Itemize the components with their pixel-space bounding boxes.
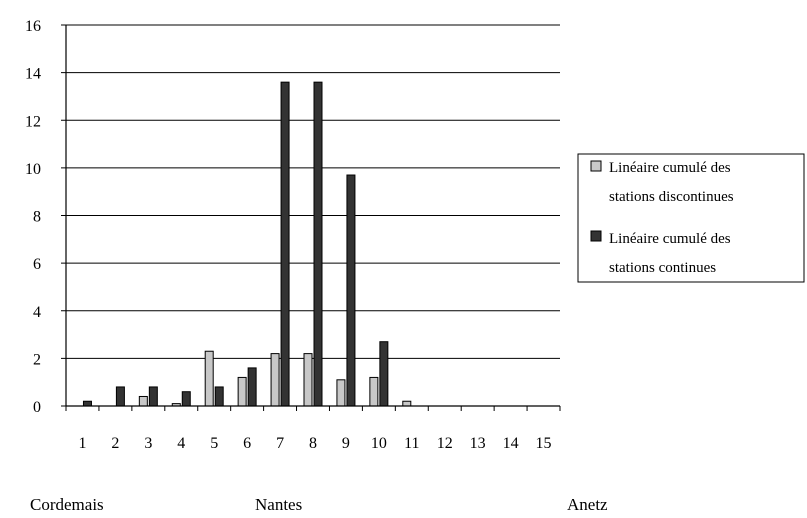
legend-swatch-continues [590, 230, 602, 242]
bar-discontinues [270, 353, 280, 407]
bar-continues [313, 81, 323, 407]
y-tick-label: 8 [33, 209, 41, 226]
bars [82, 81, 412, 407]
bar-discontinues [138, 395, 148, 407]
bar-continues [280, 81, 290, 407]
x-tick-label: 14 [503, 435, 519, 452]
bar-discontinues [402, 400, 412, 407]
x-tick-label: 3 [144, 435, 152, 452]
legend-label-discontinues-line2: stations discontinues [609, 189, 734, 205]
x-tick-label: 1 [78, 435, 86, 452]
y-tick-label: 0 [33, 399, 41, 416]
legend: Linéaire cumulé des stations discontinue… [577, 153, 805, 283]
bar-continues [148, 386, 158, 407]
y-tick-label: 2 [33, 351, 41, 368]
bar-continues [247, 367, 257, 407]
bar-continues [115, 386, 125, 407]
place-label-anetz: Anetz [567, 495, 608, 514]
x-tick-label: 9 [342, 435, 350, 452]
legend-label-continues-line2: stations continues [609, 260, 716, 276]
legend-box [577, 153, 805, 283]
bar-discontinues [336, 379, 346, 407]
bar-continues [346, 174, 356, 407]
bar-discontinues [204, 350, 214, 407]
place-label-cordemais: Cordemais [30, 495, 104, 514]
x-tick-label: 7 [276, 435, 284, 452]
y-tick-label: 14 [25, 66, 41, 83]
x-tick-label: 4 [177, 435, 185, 452]
bar-continues [214, 386, 224, 407]
x-tick-label: 8 [309, 435, 317, 452]
place-labels: Cordemais Nantes Anetz [30, 495, 608, 514]
y-tick-label: 6 [33, 256, 41, 273]
axes [65, 25, 560, 407]
legend-label-continues-line1: Linéaire cumulé des [609, 231, 731, 247]
x-tick-label: 10 [371, 435, 387, 452]
x-tick-label: 11 [404, 435, 419, 452]
x-tick-label: 15 [536, 435, 552, 452]
y-tick-label: 10 [25, 161, 41, 178]
gridlines [61, 24, 561, 411]
y-tick-label: 16 [25, 18, 41, 35]
bar-continues [82, 400, 92, 407]
x-tick-label: 6 [243, 435, 251, 452]
y-tick-labels: 0 2 4 6 8 10 12 14 16 [25, 18, 41, 416]
x-tick-label: 2 [111, 435, 119, 452]
y-tick-label: 4 [33, 304, 41, 321]
bar-discontinues [369, 376, 379, 407]
x-tick-labels: 1 2 3 4 5 6 7 8 9 10 11 12 13 14 15 [78, 435, 551, 452]
y-tick-label: 12 [25, 113, 41, 130]
bar-continues [181, 391, 191, 407]
bar-discontinues [237, 376, 247, 407]
bar-continues [379, 341, 389, 407]
x-tick-label: 13 [470, 435, 486, 452]
legend-swatch-discontinues [590, 160, 602, 172]
bar-discontinues [303, 353, 313, 407]
place-label-nantes: Nantes [255, 495, 302, 514]
x-tick-label: 5 [210, 435, 218, 452]
legend-label-discontinues-line1: Linéaire cumulé des [609, 160, 731, 176]
x-tick-label: 12 [437, 435, 453, 452]
